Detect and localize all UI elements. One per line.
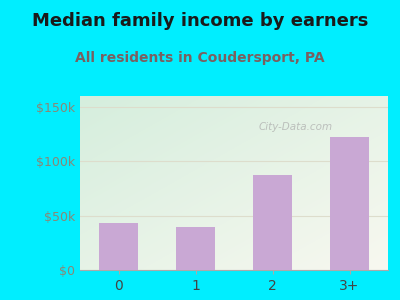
Text: City-Data.com: City-Data.com bbox=[258, 122, 333, 132]
Bar bbox=[330, 137, 369, 270]
Bar bbox=[99, 223, 138, 270]
Text: Median family income by earners: Median family income by earners bbox=[32, 12, 368, 30]
Text: All residents in Coudersport, PA: All residents in Coudersport, PA bbox=[75, 51, 325, 65]
Bar bbox=[253, 176, 292, 270]
Bar bbox=[176, 226, 215, 270]
